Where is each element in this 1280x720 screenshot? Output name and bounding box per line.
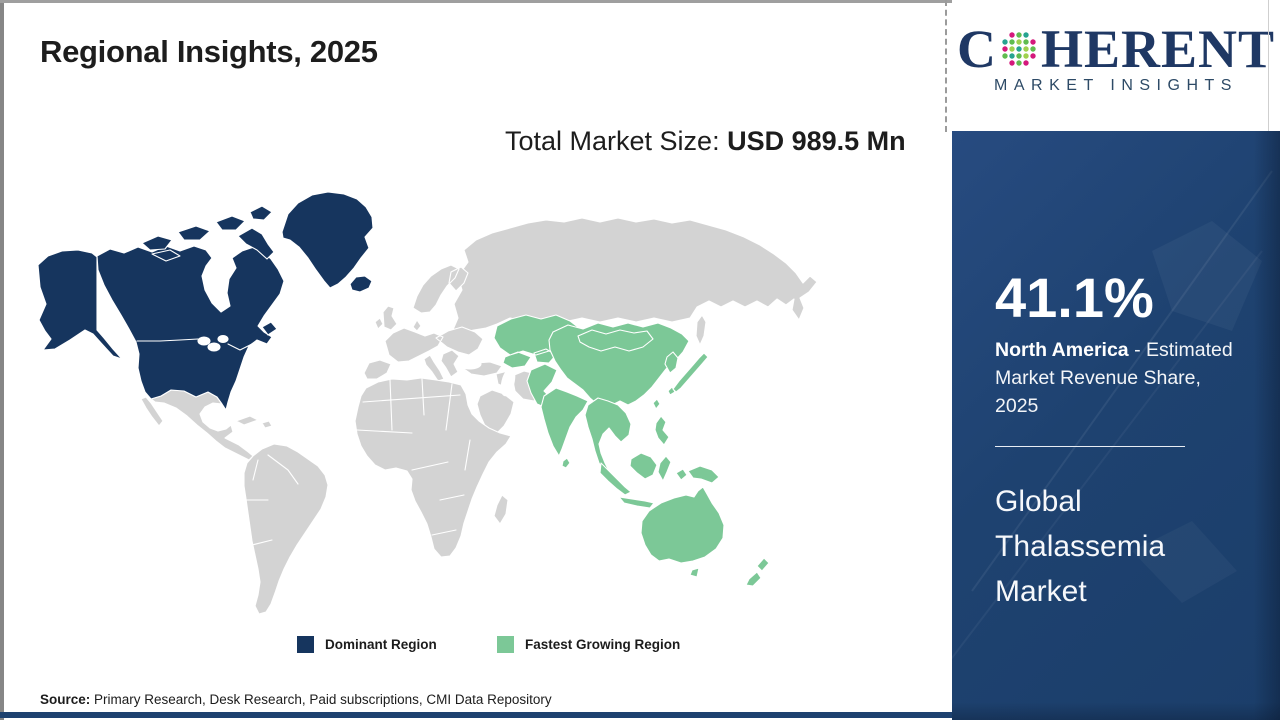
- map-region-indonesia: [599, 452, 688, 509]
- logo-band: C HERENT MARKET INSIGHTS: [952, 0, 1280, 131]
- map-region-canada-usa: [96, 245, 285, 411]
- logo-letters-herent: HERENT: [1040, 19, 1276, 79]
- total-market-size-value: USD 989.5 Mn: [727, 126, 906, 156]
- market-name: Global Thalassemia Market: [995, 485, 1166, 608]
- legend-item-dominant: Dominant Region: [297, 636, 437, 653]
- panel-map-texture: [952, 170, 1273, 660]
- map-region-iceland: [349, 275, 373, 293]
- source-label: Source:: [40, 692, 91, 707]
- coherent-logo: C HERENT MARKET INSIGHTS: [952, 19, 1280, 95]
- map-region-southeast-asia: [584, 397, 632, 477]
- map-region-caribbean: [235, 415, 273, 429]
- total-market-size: Total Market Size: USD 989.5 Mn: [505, 122, 907, 161]
- map-region-mongolia: [577, 329, 654, 352]
- map-region-new-zealand: [745, 557, 770, 587]
- great-lake-east: [217, 334, 229, 344]
- map-region-south-america: [243, 443, 329, 615]
- slide-top-border: [0, 0, 1280, 3]
- slide-left-border: [0, 0, 4, 720]
- panel-divider: [995, 446, 1185, 447]
- stats-panel: 41.1% North America - Estimated Market R…: [952, 131, 1280, 720]
- map-region-british-isles: [374, 305, 398, 331]
- map-region-alaska: [37, 249, 123, 360]
- great-lake-west: [197, 336, 211, 346]
- share-region: North America: [995, 339, 1129, 361]
- map-region-korea: [664, 351, 679, 374]
- map-region-greenland: [281, 191, 374, 289]
- source-text: Primary Research, Desk Research, Paid su…: [90, 692, 552, 707]
- us-canada-border: [136, 338, 253, 351]
- legend-label-fastest-growing: Fastest Growing Region: [525, 637, 681, 652]
- total-market-size-label: Total Market Size:: [505, 126, 728, 156]
- map-region-papua-new-guinea: [687, 465, 720, 484]
- world-map: [37, 191, 818, 615]
- coherent-globe-icon: [1002, 32, 1036, 66]
- map-region-australia: [640, 486, 725, 578]
- great-lake-south: [207, 342, 221, 352]
- legend-label-dominant: Dominant Region: [325, 637, 437, 652]
- legend-swatch-dominant: [297, 636, 314, 653]
- header-right-divider: [1268, 0, 1269, 131]
- page-title: Regional Insights, 2025: [40, 34, 378, 69]
- south-america-country-borders: [245, 454, 299, 546]
- map-region-india: [540, 387, 589, 469]
- map-region-philippines: [654, 415, 670, 446]
- map-region-scandinavia: [412, 264, 469, 332]
- logo-subtitle: MARKET INSIGHTS: [994, 77, 1238, 94]
- legend-swatch-fastest-growing: [497, 636, 514, 653]
- africa-country-borders: [356, 378, 471, 536]
- map-region-europe: [363, 326, 484, 382]
- share-desc-text: - Estimated Market Revenue Share, 2025: [995, 339, 1233, 417]
- share-value: 41.1%: [995, 266, 1154, 329]
- logo-letter-c: C: [956, 19, 997, 79]
- logo-wordmark: C HERENT: [952, 19, 1280, 79]
- map-region-taiwan: [652, 398, 661, 410]
- bottom-accent-bar: [0, 712, 1280, 718]
- map-region-central-asia: [493, 314, 580, 369]
- panel-content: 41.1% North America - Estimated Market R…: [995, 131, 1245, 614]
- share-description: North America - Estimated Market Revenue…: [995, 336, 1245, 420]
- black-sea: [458, 358, 482, 370]
- map-region-africa: [354, 377, 512, 558]
- dashed-divider: [945, 0, 947, 132]
- caspian-sea: [500, 367, 516, 397]
- map-region-japan: [667, 352, 709, 396]
- map-region-russia-north-asia: [451, 217, 818, 346]
- source-note: Source: Primary Research, Desk Research,…: [40, 692, 552, 707]
- map-region-mexico-central-america: [140, 389, 254, 461]
- legend-item-fastest-growing: Fastest Growing Region: [497, 636, 680, 653]
- map-region-canadian-arctic-islands: [141, 205, 278, 336]
